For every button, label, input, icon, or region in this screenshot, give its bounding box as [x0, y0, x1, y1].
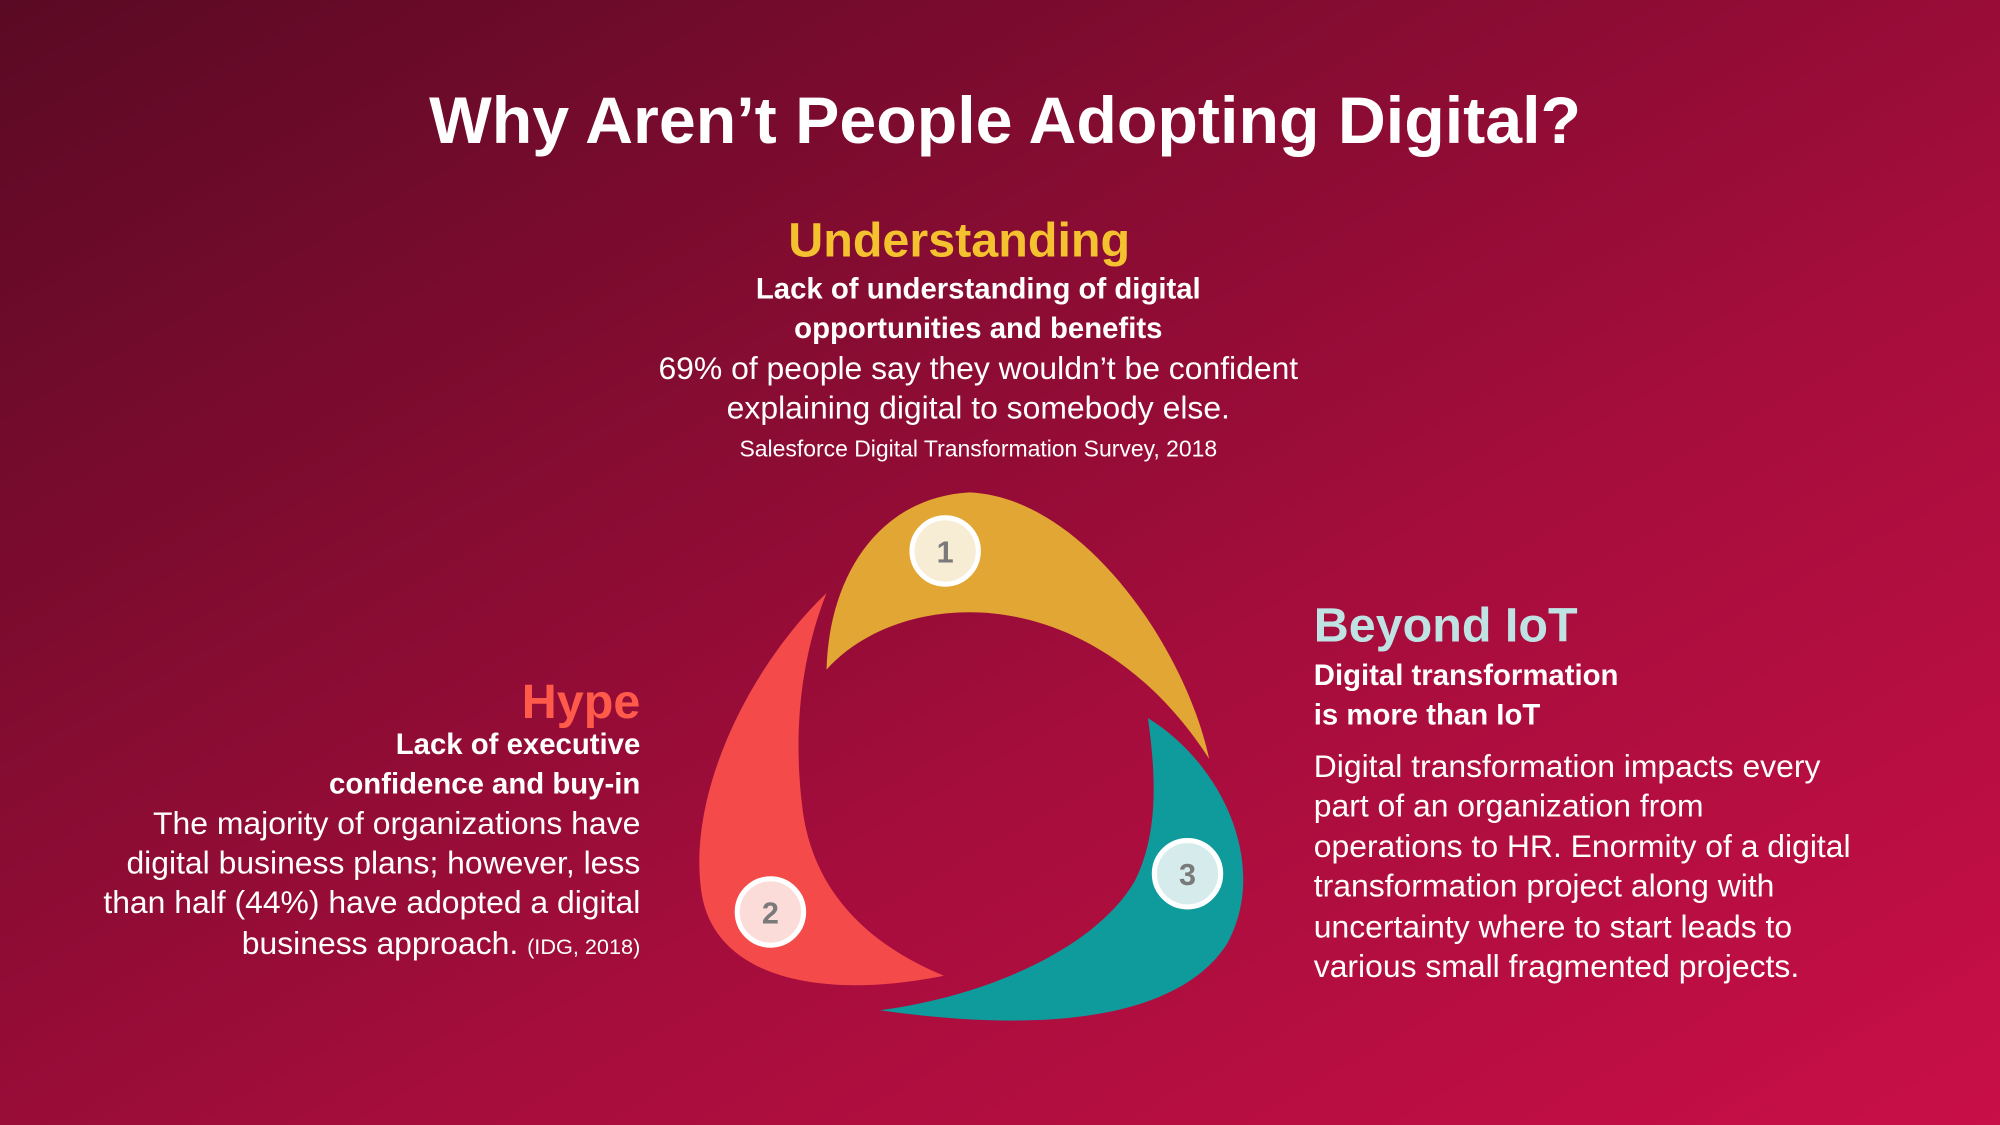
section-body: digital business plans; however, less [126, 845, 640, 881]
step-circle [1151, 838, 1224, 910]
section-body: operations to HR. Enormity of a digital [1314, 828, 1851, 864]
section-subheading: opportunities and benefits [794, 312, 1162, 345]
section-body: part of an organization from [1314, 787, 1704, 823]
step-number: 1 [937, 536, 954, 570]
section-body: 69% of people say they wouldn’t be confi… [658, 350, 1298, 386]
section-heading: Beyond IoT [1314, 599, 1578, 653]
section-heading: Hype [522, 675, 640, 729]
section-subheading: confidence and buy-in [329, 767, 640, 800]
section-subheading: Digital transformation [1314, 659, 1619, 692]
section-body: Digital transformation impacts every [1314, 748, 1821, 784]
section-heading: Understanding [788, 213, 1130, 267]
step-circle [909, 515, 981, 587]
section-body-line: business approach. (IDG, 2018) [242, 925, 641, 961]
step-circle [734, 876, 807, 948]
step-number: 2 [762, 896, 779, 930]
section-body: explaining digital to somebody else. [727, 389, 1230, 425]
section-body: uncertainty where to start leads to [1314, 909, 1792, 945]
source: (IDG, 2018) [527, 934, 640, 959]
section-subheading: Lack of understanding of digital [756, 272, 1201, 305]
step-number: 3 [1179, 858, 1196, 892]
section-body: than half (44%) have adopted a digital [103, 884, 640, 920]
section-body: business approach. [242, 925, 518, 961]
section-subheading: is more than IoT [1314, 698, 1541, 731]
section-body: various small fragmented projects. [1314, 948, 1799, 984]
cycle-segment [880, 718, 1244, 1021]
title: Why Aren’t People Adopting Digital? [429, 84, 1581, 158]
section-body: The majority of organizations have [153, 805, 640, 841]
source: Salesforce Digital Transformation Survey… [739, 436, 1217, 462]
section-body: transformation project along with [1314, 868, 1775, 904]
section-subheading: Lack of executive [396, 728, 641, 761]
